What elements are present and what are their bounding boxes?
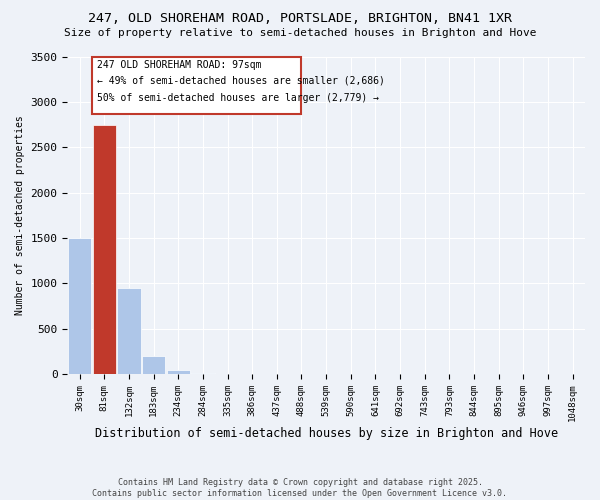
Bar (142, 356, 165, 374)
Bar (68, 238, 91, 374)
X-axis label: Distribution of semi-detached houses by size in Brighton and Hove: Distribution of semi-detached houses by … (95, 427, 558, 440)
Text: 50% of semi-detached houses are larger (2,779) →: 50% of semi-detached houses are larger (… (97, 93, 379, 103)
FancyBboxPatch shape (92, 58, 301, 114)
Bar (167, 370, 190, 374)
Bar (92, 124, 116, 374)
Text: Size of property relative to semi-detached houses in Brighton and Hove: Size of property relative to semi-detach… (64, 28, 536, 38)
Text: 247 OLD SHOREHAM ROAD: 97sqm: 247 OLD SHOREHAM ROAD: 97sqm (97, 60, 262, 70)
Bar (191, 373, 215, 374)
Text: 247, OLD SHOREHAM ROAD, PORTSLADE, BRIGHTON, BN41 1XR: 247, OLD SHOREHAM ROAD, PORTSLADE, BRIGH… (88, 12, 512, 26)
Y-axis label: Number of semi-detached properties: Number of semi-detached properties (15, 116, 25, 315)
Bar (117, 288, 140, 374)
Text: Contains HM Land Registry data © Crown copyright and database right 2025.
Contai: Contains HM Land Registry data © Crown c… (92, 478, 508, 498)
Text: ← 49% of semi-detached houses are smaller (2,686): ← 49% of semi-detached houses are smalle… (97, 76, 385, 86)
